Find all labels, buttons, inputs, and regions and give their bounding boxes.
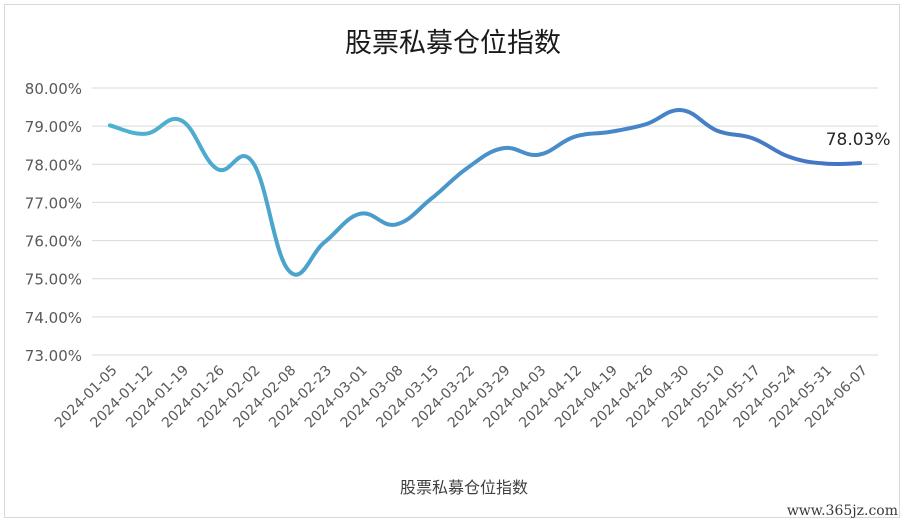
y-axis-ticks: 73.00% 74.00% 75.00% 76.00% 77.00% 78.00% 79.0… [25, 80, 82, 365]
gridlines [92, 87, 878, 356]
series-points [110, 110, 860, 270]
y-tick-label: 80.00% [25, 80, 82, 98]
y-tick-label: 75.00% [25, 271, 82, 289]
chart-title: 股票私募仓位指数 [345, 28, 561, 59]
y-tick-label: 74.00% [25, 309, 82, 327]
watermark: www.365jz.com [786, 503, 898, 519]
data-label-last: 78.03% [826, 130, 891, 150]
y-tick-label: 78.00% [25, 156, 82, 174]
x-axis-ticks: 2024-01-052024-01-122024-01-192024-01-26… [52, 362, 871, 431]
legend-label: 股票私募仓位指数 [400, 478, 528, 497]
series-line [107, 108, 863, 277]
y-tick-label: 73.00% [25, 347, 82, 365]
chart-frame [4, 4, 900, 518]
y-tick-label: 79.00% [25, 118, 82, 136]
y-tick-label: 77.00% [25, 194, 82, 212]
legend: 股票私募仓位指数 [350, 478, 528, 497]
y-tick-label: 76.00% [25, 233, 82, 251]
